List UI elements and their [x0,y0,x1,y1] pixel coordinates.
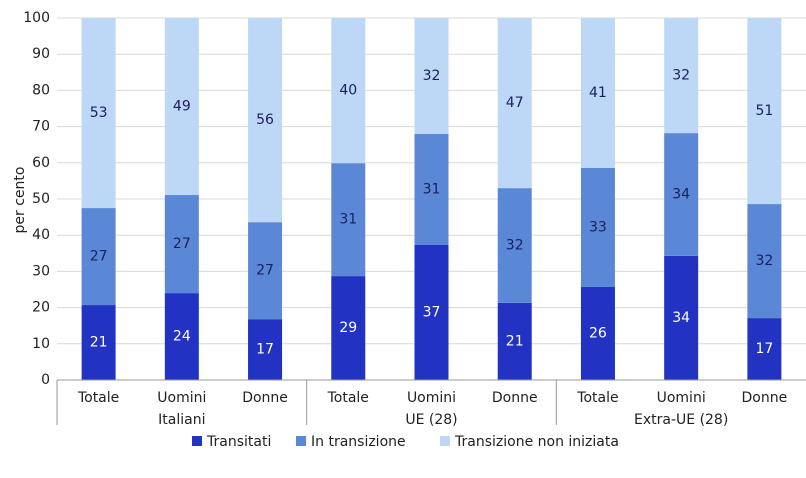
bar-segment [497,18,532,189]
bar-segment [580,167,615,287]
group-label: UE (28) [405,412,457,428]
legend-label: Transitati [206,434,271,450]
value-label: 27 [256,263,274,279]
bar-segment [747,204,782,319]
value-label: 51 [755,103,773,119]
x-tick-label: Uomini [157,390,206,406]
value-label: 17 [256,342,274,358]
bar-segment [248,18,283,223]
y-axis-label: per cento [12,167,28,234]
bar-segment [81,305,116,380]
bar-segment [164,293,199,380]
value-label: 27 [173,236,191,252]
value-label: 29 [339,320,357,336]
value-label: 32 [423,68,441,84]
bar-segment [331,18,366,164]
value-label: 33 [589,219,607,235]
x-tick-label: Uomini [407,390,456,406]
legend-label: Transizione non iniziata [454,434,619,450]
value-label: 31 [423,181,441,197]
bar-segment [81,208,116,306]
y-tick-label: 30 [32,263,50,279]
y-tick-label: 60 [32,155,50,171]
value-label: 32 [506,238,524,254]
bar-segment [164,195,199,294]
value-label: 21 [90,335,108,351]
bar-segment [81,18,116,209]
bar-segment [248,222,283,320]
x-tick-label: Donne [492,390,538,406]
bar-segment [664,18,699,134]
value-label: 40 [339,83,357,99]
value-label: 56 [256,112,274,128]
value-label: 32 [755,253,773,269]
legend-swatch [440,436,450,446]
value-label: 24 [173,329,191,345]
bar-segment [747,318,782,380]
group-label: Extra-UE (28) [634,412,728,428]
bar-segment [331,163,366,277]
value-label: 41 [589,85,607,101]
y-tick-label: 50 [32,191,50,207]
bar-segment [497,188,532,303]
value-label: 17 [755,341,773,357]
y-tick-label: 100 [23,10,50,26]
legend-swatch [192,436,202,446]
x-tick-label: Donne [242,390,288,406]
value-label: 26 [589,325,607,341]
y-tick-label: 10 [32,336,50,352]
x-tick-label: Totale [327,390,369,406]
value-label: 32 [672,68,690,84]
x-tick-label: Totale [576,390,618,406]
bar-segment [580,286,615,380]
x-tick-label: Donne [742,390,788,406]
x-tick-label: Totale [77,390,119,406]
y-tick-label: 90 [32,46,50,62]
value-label: 47 [506,95,524,111]
bar-segment [414,244,449,380]
bar-segment [664,133,699,256]
value-label: 49 [173,99,191,115]
y-tick-label: 80 [32,82,50,98]
x-tick-label: Uomini [657,390,706,406]
bar-segment [248,319,283,380]
bar-segment [414,133,449,245]
value-label: 53 [90,105,108,121]
y-tick-label: 20 [32,300,50,316]
bar-segment [164,18,199,196]
value-label: 37 [423,304,441,320]
bar-segment [414,18,449,134]
value-label: 31 [339,212,357,228]
bar-segment [497,302,532,380]
y-tick-label: 0 [41,372,50,388]
y-tick-label: 70 [32,119,50,135]
value-label: 34 [672,186,690,202]
bar-segment [331,276,366,380]
value-label: 34 [672,310,690,326]
value-label: 21 [506,333,524,349]
legend-label: In transizione [311,434,406,450]
y-tick-label: 40 [32,227,50,243]
bar-segment [747,18,782,205]
value-label: 27 [90,249,108,265]
bar-segment [664,255,699,380]
group-label: Italiani [158,412,205,428]
bar-segment [580,18,615,168]
legend-swatch [296,436,306,446]
